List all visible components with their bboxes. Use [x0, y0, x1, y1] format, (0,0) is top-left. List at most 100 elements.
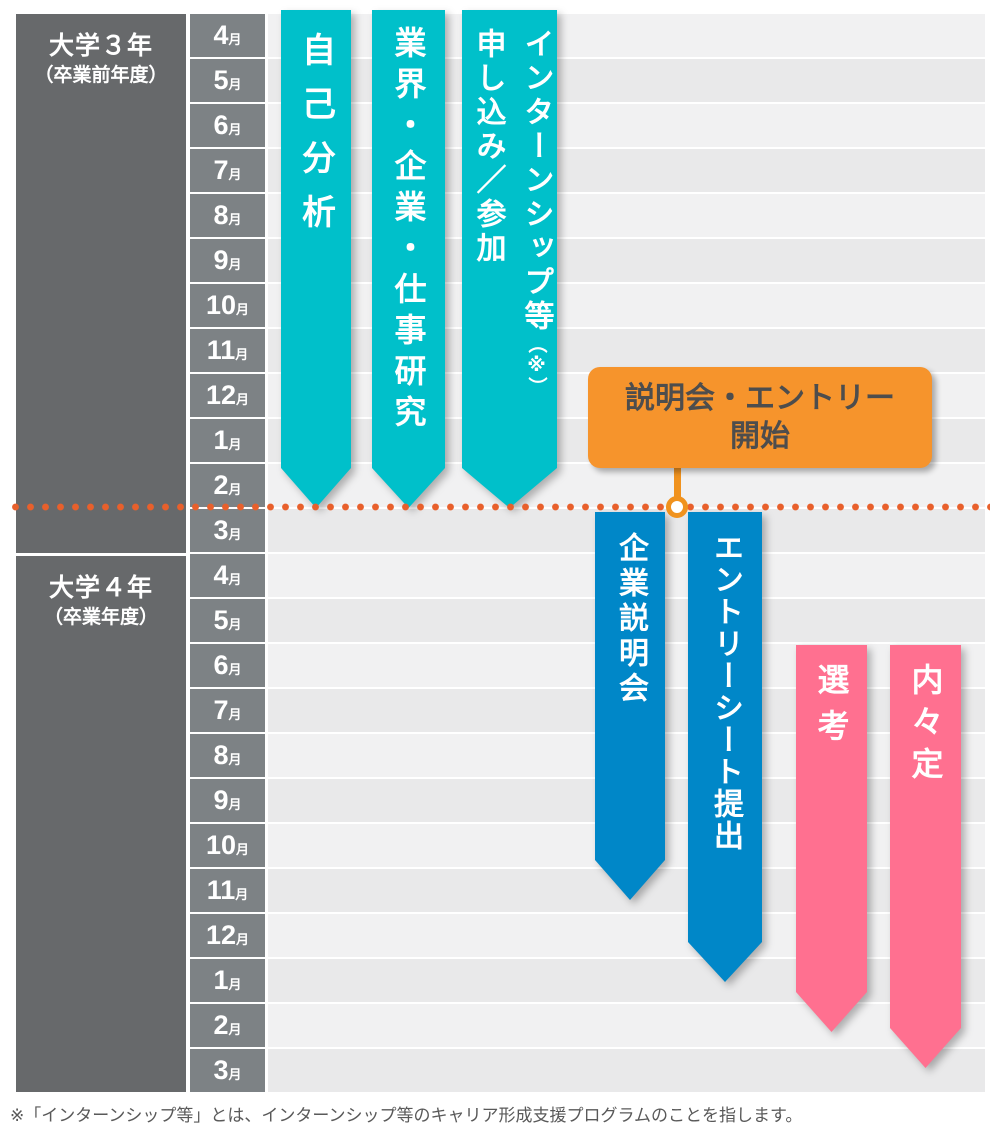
month-number: 12: [205, 920, 237, 950]
bar-label: 自己分析: [296, 32, 335, 248]
month-number: 2: [213, 1010, 229, 1040]
month-number: 11: [206, 875, 236, 905]
bar-label: 企業説明会: [614, 532, 647, 707]
month-cell: 6月: [190, 644, 265, 687]
month-suffix: 月: [228, 572, 242, 587]
month-suffix: 月: [228, 437, 242, 452]
month-cell: 11月: [190, 329, 265, 372]
arrow-down-ribbon: 企業説明会: [595, 512, 665, 900]
month-suffix: 月: [228, 122, 242, 137]
year-sublabel: （卒業年度）: [43, 606, 158, 628]
month-number: 2: [213, 470, 229, 500]
bar-label: インターンシップ等（※） 申し込み／参加: [462, 10, 558, 397]
month-cell: 1月: [190, 959, 265, 1002]
month-cell: 8月: [190, 734, 265, 777]
month-number: 3: [213, 1055, 229, 1085]
month-cell: 7月: [190, 689, 265, 732]
month-cell: 7月: [190, 149, 265, 192]
month-suffix: 月: [228, 527, 242, 542]
month-number: 7: [213, 155, 229, 185]
month-suffix: 月: [228, 797, 242, 812]
month-number: 5: [213, 65, 229, 95]
bar-label-line-2: 申し込み／参加: [471, 28, 505, 266]
month-number: 3: [213, 515, 229, 545]
month-suffix: 月: [228, 32, 242, 47]
month-suffix: 月: [235, 887, 249, 902]
month-number: 1: [213, 965, 229, 995]
arrow-down-ribbon: 業界・企業・仕事研究: [372, 10, 445, 508]
year-sublabel: （卒業前年度）: [34, 64, 168, 86]
month-suffix: 月: [228, 482, 242, 497]
month-cell: 9月: [190, 239, 265, 282]
month-cell: 8月: [190, 194, 265, 237]
month-cell: 10月: [190, 284, 265, 327]
callout-marker-circle: [666, 496, 688, 518]
month-cell: 11月: [190, 869, 265, 912]
month-cell: 6月: [190, 104, 265, 147]
month-cell: 9月: [190, 779, 265, 822]
month-cell: 2月: [190, 464, 265, 507]
month-suffix: 月: [228, 212, 242, 227]
month-cell: 12月: [190, 374, 265, 417]
asterisk-note: （※）: [525, 334, 547, 397]
arrow-down-ribbon: 内々定: [890, 645, 961, 1068]
month-number: 8: [213, 200, 229, 230]
month-suffix: 月: [236, 932, 250, 947]
year-label: 大学３年: [48, 32, 153, 60]
bar-company-seminar: 企業説明会: [595, 512, 665, 900]
arrow-down-ribbon: 自己分析: [281, 10, 351, 508]
month-suffix: 月: [228, 977, 242, 992]
bar-selection: 選考: [796, 645, 867, 1032]
month-suffix: 月: [236, 302, 250, 317]
month-cell: 1月: [190, 419, 265, 462]
month-suffix: 月: [228, 1067, 242, 1082]
dotted-divider-line: [8, 503, 990, 511]
month-number: 8: [213, 740, 229, 770]
bar-label: 選考: [813, 663, 850, 755]
month-cell: 3月: [190, 509, 265, 552]
arrow-down-ribbon: インターンシップ等（※） 申し込み／参加: [462, 10, 557, 508]
month-suffix: 月: [236, 842, 250, 857]
bar-label: エントリーシート提出: [709, 532, 742, 852]
month-number: 6: [213, 110, 229, 140]
month-number: 9: [213, 245, 229, 275]
month-cell: 12月: [190, 914, 265, 957]
month-suffix: 月: [228, 1022, 242, 1037]
month-suffix: 月: [228, 707, 242, 722]
month-number: 12: [205, 380, 237, 410]
month-suffix: 月: [228, 257, 242, 272]
month-number: 4: [213, 20, 229, 50]
month-number: 9: [213, 785, 229, 815]
callout-line-1: 説明会・エントリー: [625, 382, 895, 415]
year-block-4: 大学４年 （卒業年度）: [16, 556, 186, 1092]
callout-stem: [674, 464, 681, 504]
bar-label: 業界・企業・仕事研究: [390, 26, 427, 436]
month-number: 4: [213, 560, 229, 590]
arrow-down-ribbon: エントリーシート提出: [688, 512, 762, 982]
bar-entry-sheet: エントリーシート提出: [688, 512, 762, 982]
month-suffix: 月: [228, 752, 242, 767]
month-cell: 4月: [190, 14, 265, 57]
month-cell: 10月: [190, 824, 265, 867]
bar-self-analysis: 自己分析: [281, 10, 351, 508]
month-cell: 3月: [190, 1049, 265, 1092]
bar-internship: インターンシップ等（※） 申し込み／参加: [462, 10, 557, 508]
month-number: 7: [213, 695, 229, 725]
month-suffix: 月: [235, 347, 249, 362]
bar-label-line-1: インターンシップ等（※）: [519, 28, 553, 397]
callout-line-2: 開始: [730, 419, 790, 453]
month-number: 6: [213, 650, 229, 680]
year-block-3: 大学３年 （卒業前年度）: [16, 14, 186, 553]
month-cell: 5月: [190, 59, 265, 102]
bar-industry-research: 業界・企業・仕事研究: [372, 10, 445, 508]
month-number: 11: [206, 335, 236, 365]
bar-label: 内々定: [907, 663, 944, 789]
month-cell: 5月: [190, 599, 265, 642]
month-number: 10: [205, 830, 237, 860]
month-number: 10: [205, 290, 237, 320]
callout-entry-start: 説明会・エントリー 開始: [588, 367, 932, 468]
month-suffix: 月: [236, 392, 250, 407]
month-suffix: 月: [228, 77, 242, 92]
footnote: ※「インターンシップ等」とは、インターンシップ等のキャリア形成支援プログラムのこ…: [10, 1106, 803, 1125]
